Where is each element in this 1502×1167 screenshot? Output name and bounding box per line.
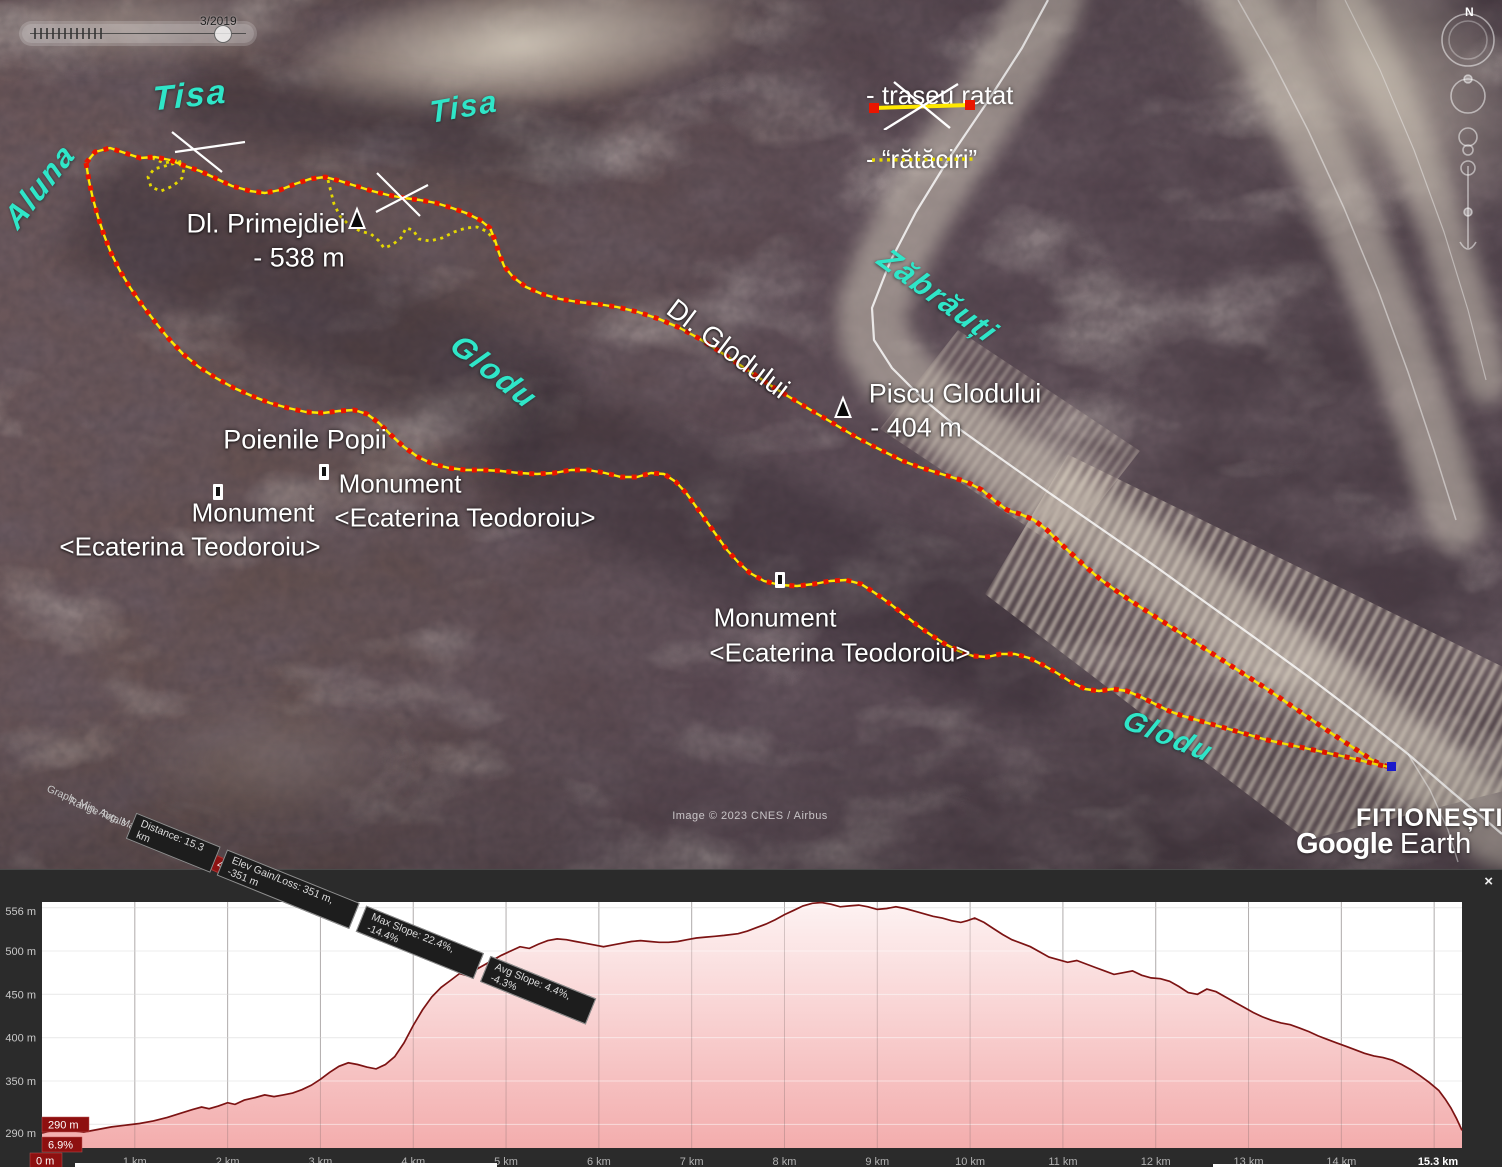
wander-path	[146, 156, 186, 193]
move-joystick	[1458, 127, 1478, 147]
x-mark	[171, 131, 223, 173]
x-mark	[174, 140, 246, 154]
cursor-distance-badge	[29, 1152, 63, 1167]
y-axis-tick: 290 m	[5, 1128, 36, 1140]
zoom-slider-handle	[1463, 207, 1473, 217]
elevation-chart[interactable]: 556 m 500 m 450 m 400 m 350 m 290 m 1 km 2 km 3 …	[0, 870, 1502, 1167]
y-axis-tick: 450 m	[5, 989, 36, 1001]
road-line	[1237, 0, 1457, 521]
navigation-controls[interactable]: N	[1432, 0, 1502, 290]
compass-north-label: N	[1465, 5, 1474, 19]
x-axis-tick: 11 km	[1048, 1156, 1077, 1167]
cursor-slope-badge-text: 6.9%	[48, 1140, 73, 1152]
x-mark	[375, 184, 429, 213]
elevation-line	[41, 901, 1463, 1134]
label-fitionesti: FITIONEȘTI	[1356, 804, 1502, 832]
x-axis-tick: 3 km	[309, 1156, 333, 1167]
road-line	[1344, 0, 1487, 381]
x-axis-tick: 1 km	[123, 1156, 147, 1167]
elevation-profile-panel: 556 m 500 m 450 m 400 m 350 m 290 m 1 km 2 km 3 …	[0, 783, 1502, 1167]
google-earth-logo: Google Earth	[1296, 828, 1472, 861]
legend-row-traseu-ratat: - traseu ratat	[866, 80, 1013, 130]
monument-marker-inner	[216, 487, 220, 496]
time-slider[interactable]: 3/2019	[22, 14, 254, 43]
y-axis-tick: 500 m	[5, 946, 36, 958]
time-slider-date: 3/2019	[200, 14, 237, 28]
satellite-map[interactable]: 3/2019 - traseu ratat - “rătăciri”	[0, 0, 1502, 869]
cursor-distance-badge-text: 0 m	[36, 1156, 54, 1167]
valley-halo	[1322, 0, 1502, 403]
road-line	[1407, 753, 1459, 863]
route-end-marker[interactable]	[1387, 762, 1396, 771]
x-axis-end-tick: 15.3 km	[1418, 1156, 1459, 1167]
time-slider-ticks	[34, 28, 104, 39]
x-axis-tick: 12 km	[1141, 1156, 1171, 1167]
x-mark	[376, 172, 421, 217]
cursor-elevation-badge	[41, 1116, 90, 1133]
monument-marker-inner	[322, 467, 326, 476]
route-path-upper	[85, 146, 1391, 769]
look-joystick	[1450, 78, 1486, 114]
elevation-area	[42, 902, 1462, 1148]
crossed-line-icon	[869, 81, 975, 130]
x-axis-tick: 6 km	[587, 1156, 611, 1167]
zoom-in-knob	[1460, 160, 1476, 176]
earth-logo-text: Earth	[1399, 828, 1472, 860]
y-axis-tick: 400 m	[5, 1033, 36, 1045]
peak-marker-icon[interactable]	[834, 395, 852, 418]
y-axis-tick: 350 m	[5, 1076, 36, 1088]
dotted-line-icon	[871, 157, 975, 162]
imagery-attribution: Image © 2023 CNES / Airbus	[672, 810, 828, 822]
x-axis-tick: 2 km	[216, 1156, 240, 1167]
monument-marker-inner	[778, 575, 782, 584]
route-path-lower	[84, 162, 1391, 769]
cursor-slope-badge	[41, 1136, 83, 1153]
compass-ring	[1441, 13, 1495, 67]
route-dashes	[83, 162, 1391, 770]
x-axis-tick: 9 km	[865, 1156, 889, 1167]
route-dashes	[84, 145, 1391, 770]
x-axis-tick: 7 km	[680, 1156, 704, 1167]
time-slider-track	[30, 33, 246, 34]
x-axis-tick: 14 km	[1326, 1156, 1356, 1167]
google-logo-text: Google	[1296, 828, 1393, 860]
bottom-sliver	[75, 1163, 497, 1167]
x-axis-tick: 4 km	[401, 1156, 425, 1167]
zoom-out-knob	[1459, 241, 1477, 250]
time-slider-handle[interactable]	[214, 25, 232, 43]
x-axis-tick: 13 km	[1234, 1156, 1264, 1167]
valley-halo	[1208, 0, 1486, 550]
x-axis-tick: 10 km	[955, 1156, 985, 1167]
cursor-elevation-badge-text: 290 m	[48, 1120, 79, 1132]
x-axis-tick: 5 km	[494, 1156, 518, 1167]
road-line	[870, 0, 1502, 835]
close-profile-button[interactable]: ×	[1484, 873, 1493, 890]
x-axis-tick: 8 km	[773, 1156, 797, 1167]
bottom-sliver	[1213, 1164, 1350, 1167]
route-overlay	[83, 0, 1502, 869]
peak-marker-icon[interactable]	[348, 206, 366, 229]
legend-row-rataciri: - “rătăciri”	[866, 144, 977, 175]
y-axis-tick: 556 m	[5, 906, 36, 918]
legend-label-rataciri: - “rătăciri”	[866, 144, 978, 174]
